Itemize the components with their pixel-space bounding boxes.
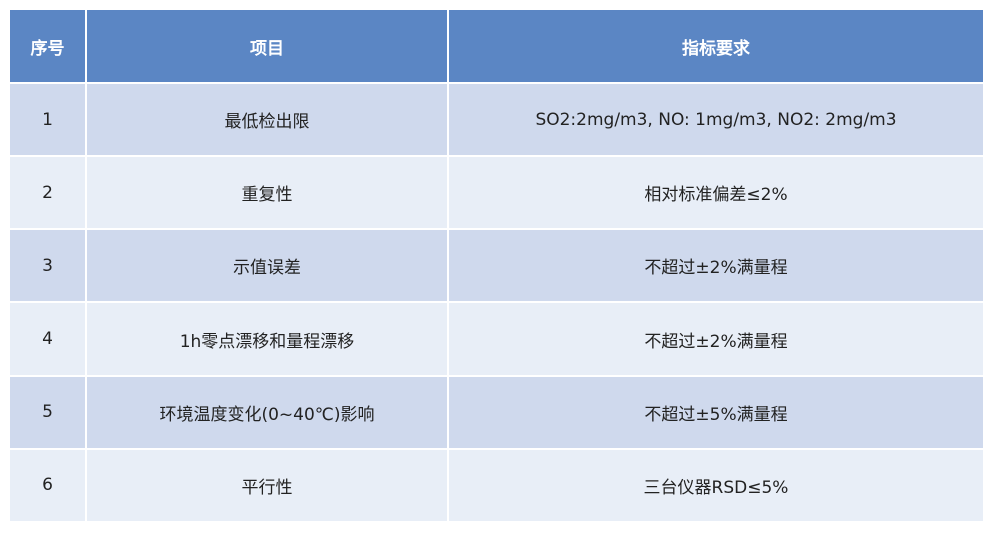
table-row: 5 环境温度变化(0~40℃)影响 不超过±5%满量程 bbox=[8, 374, 985, 450]
table-cell: 环境温度变化(0~40℃)影响 bbox=[85, 374, 449, 450]
table-cell: 重复性 bbox=[85, 155, 449, 231]
table-cell: 不超过±2%满量程 bbox=[447, 228, 985, 304]
table-cell: 三台仪器RSD≤5% bbox=[447, 447, 985, 524]
table-cell: 示值误差 bbox=[85, 228, 449, 304]
spec-table: 序号 项目 指标要求 1 最低检出限 SO2:2mg/m3, NO: 1mg/m3, N… bbox=[8, 8, 985, 524]
table-row: 4 1h零点漂移和量程漂移 不超过±2%满量程 bbox=[8, 301, 985, 377]
table-cell: 5 bbox=[8, 374, 87, 450]
table-cell: 1h零点漂移和量程漂移 bbox=[85, 301, 449, 377]
header-row: 序号 项目 指标要求 bbox=[8, 8, 985, 84]
table-cell: 4 bbox=[8, 301, 87, 377]
table-container: 序号 项目 指标要求 1 最低检出限 SO2:2mg/m3, NO: 1mg/m3, N… bbox=[8, 8, 985, 524]
table-row: 6 平行性 三台仪器RSD≤5% bbox=[8, 447, 985, 524]
table-row: 2 重复性 相对标准偏差≤2% bbox=[8, 155, 985, 231]
table-row: 1 最低检出限 SO2:2mg/m3, NO: 1mg/m3, NO2: 2mg/m… bbox=[8, 81, 985, 158]
table-cell: 平行性 bbox=[85, 447, 449, 524]
table-cell: 相对标准偏差≤2% bbox=[447, 155, 985, 231]
table-cell: 1 bbox=[8, 81, 87, 158]
table-cell: 3 bbox=[8, 228, 87, 304]
table-cell: 不超过±5%满量程 bbox=[447, 374, 985, 450]
table-row: 3 示值误差 不超过±2%满量程 bbox=[8, 228, 985, 304]
table-cell: SO2:2mg/m3, NO: 1mg/m3, NO2: 2mg/m3 bbox=[447, 81, 985, 158]
table-body: 1 最低检出限 SO2:2mg/m3, NO: 1mg/m3, NO2: 2mg/m… bbox=[8, 81, 985, 524]
header-cell: 项目 bbox=[85, 8, 449, 84]
header-cell: 序号 bbox=[8, 8, 87, 84]
table-cell: 不超过±2%满量程 bbox=[447, 301, 985, 377]
table-cell: 6 bbox=[8, 447, 87, 524]
table-cell: 最低检出限 bbox=[85, 81, 449, 158]
table-cell: 2 bbox=[8, 155, 87, 231]
header-cell: 指标要求 bbox=[447, 8, 985, 84]
